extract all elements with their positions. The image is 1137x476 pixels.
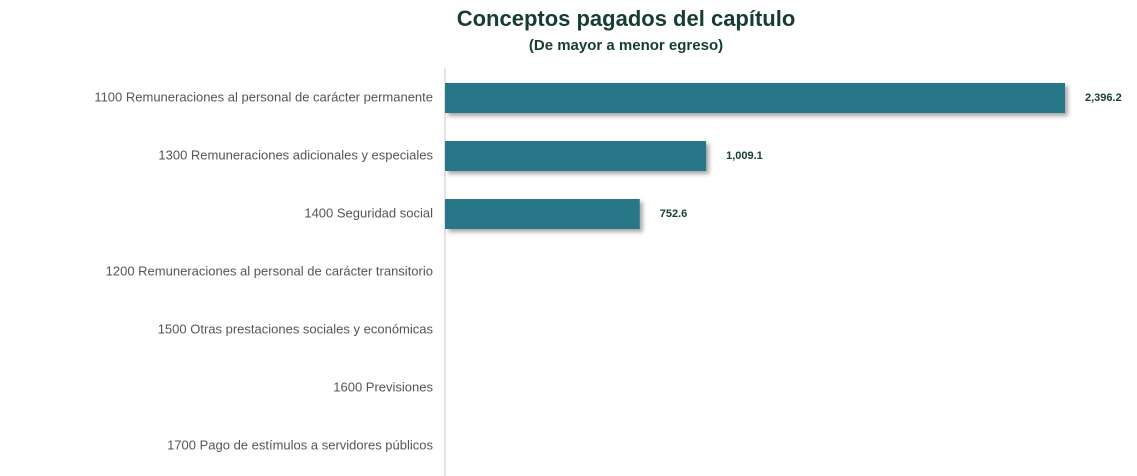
y-tick-label: 1500 Otras prestaciones sociales y econó… [158, 321, 434, 336]
y-tick-label: 1100 Remuneraciones al personal de carác… [94, 89, 433, 104]
chart-subtitle: (De mayor a menor egreso) [529, 37, 723, 54]
bar [445, 83, 1065, 113]
value-label: 752.6 [660, 208, 688, 220]
y-tick-label: 1600 Previsiones [333, 379, 433, 394]
bar [445, 141, 707, 171]
y-tick-label: 1700 Pago de estímulos a servidores públ… [167, 437, 433, 452]
y-tick-label: 1200 Remuneraciones al personal de carác… [106, 263, 433, 278]
chart-title: Conceptos pagados del capítulo [457, 6, 796, 31]
bar [445, 199, 640, 229]
y-tick-label: 1300 Remuneraciones adicionales y especi… [158, 147, 433, 162]
y-tick-label: 1400 Seguridad social [304, 205, 433, 220]
value-label: 1,009.1 [726, 150, 763, 162]
value-label: 2,396.2 [1085, 92, 1122, 104]
